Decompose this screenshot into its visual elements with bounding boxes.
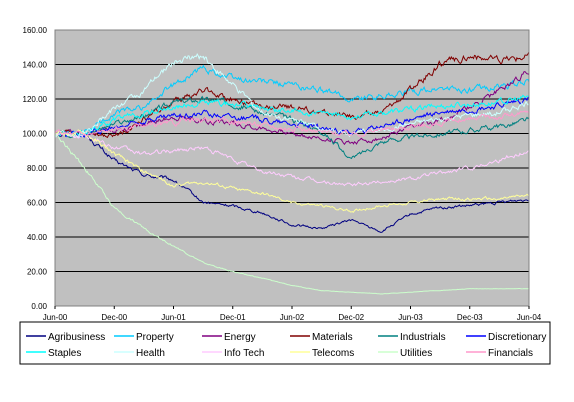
x-tick-label: Jun-02 — [280, 313, 305, 322]
legend-label: Info Tech — [224, 348, 264, 359]
y-tick-label: 140.00 — [23, 61, 48, 70]
series-line-discretionary — [54, 96, 530, 138]
y-tick-label: 20.00 — [27, 268, 48, 277]
x-tick-label: Dec-00 — [101, 313, 127, 322]
series-line-financials — [54, 110, 530, 137]
legend-label: Materials — [312, 332, 353, 343]
x-tick-label: Jun-01 — [161, 313, 186, 322]
legend-label: Utilities — [400, 348, 432, 359]
x-tick-label: Dec-02 — [338, 313, 364, 322]
y-tick-label: 80.00 — [27, 164, 48, 173]
legend-label: Industrials — [400, 332, 446, 343]
y-axis: 0.00 20.00 40.00 60.00 80.00 100.00 120.00 140.… — [23, 26, 48, 311]
y-tick-label: 60.00 — [27, 199, 48, 208]
legend-label: Discretionary — [488, 332, 546, 343]
series-line-telecoms — [54, 129, 530, 213]
y-tick-label: 0.00 — [31, 302, 47, 311]
x-tick-label: Jun-04 — [517, 313, 542, 322]
legend-label: Health — [136, 348, 165, 359]
legend-label: Property — [136, 332, 174, 343]
y-tick-label: 120.00 — [23, 95, 48, 104]
series-line-utilities — [54, 133, 530, 295]
y-tick-label: 40.00 — [27, 233, 48, 242]
legend-label: Financials — [488, 348, 533, 359]
series-line-agribusiness — [54, 131, 530, 233]
x-tick-label: Jun-03 — [398, 313, 423, 322]
legend-frame — [19, 321, 551, 365]
series-line-info-tech — [54, 131, 530, 187]
legend: Agribusiness Property Energy Materials Indus… — [19, 321, 551, 365]
x-tick-label: Dec-03 — [457, 313, 483, 322]
series-line-property — [54, 64, 530, 137]
x-tick-label: Dec-01 — [220, 313, 246, 322]
legend-label: Energy — [224, 332, 256, 343]
y-tick-label: 160.00 — [23, 26, 48, 35]
legend-label: Staples — [48, 348, 81, 359]
legend-label: Agribusiness — [48, 332, 105, 343]
legend-label: Telecoms — [312, 348, 354, 359]
x-tick-label: Jun-00 — [43, 313, 68, 322]
x-axis: Jun-00 Dec-00 Jun-01 Dec-01 Jun-02 Dec-02 Jun-… — [43, 306, 542, 322]
series-line-staples — [54, 94, 530, 137]
y-tick-label: 100.00 — [23, 130, 48, 139]
series-lines — [54, 51, 530, 295]
